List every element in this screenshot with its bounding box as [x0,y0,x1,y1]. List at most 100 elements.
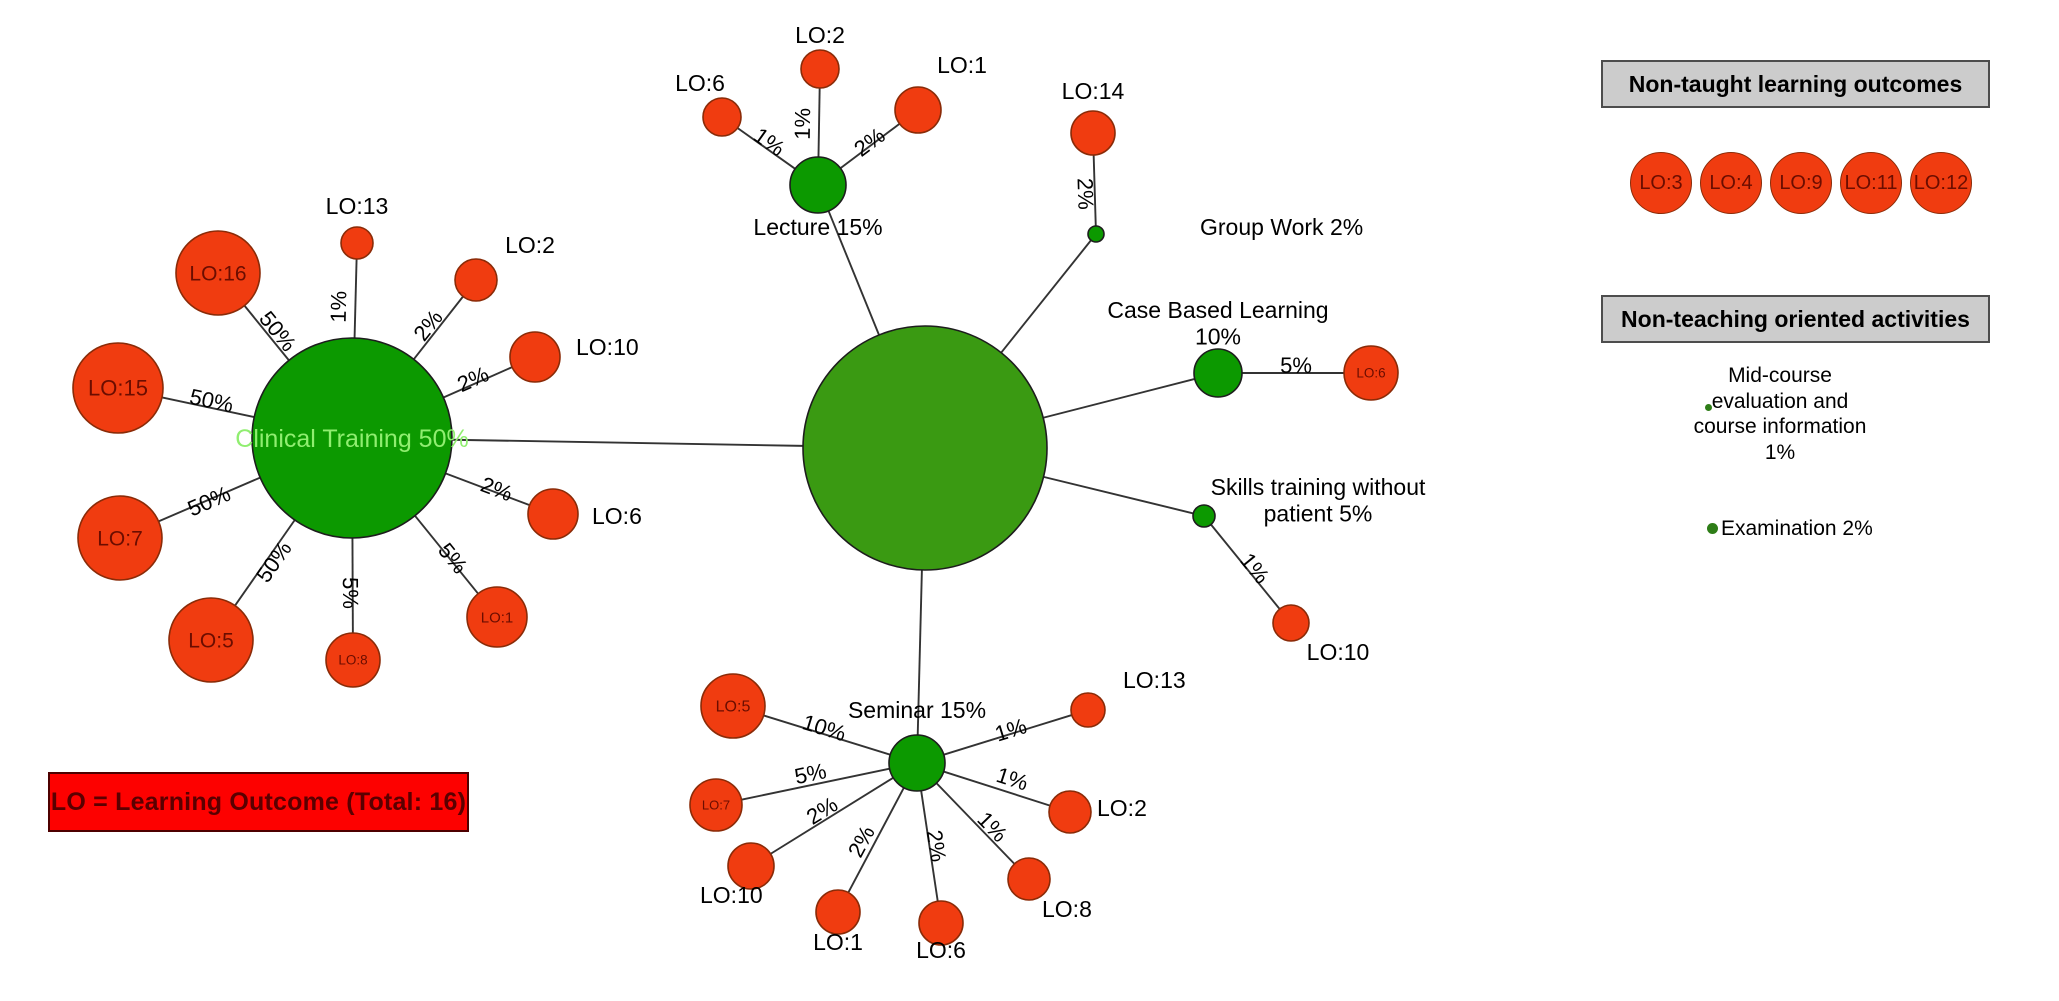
node-seminar[interactable] [888,734,946,792]
node-lec-lo2[interactable] [800,49,840,89]
method-circle-skills-training[interactable] [1192,504,1216,528]
outcome-circle-cbl-lo6[interactable] [1343,345,1399,401]
non-taught-outcome-lo11[interactable]: LO:11 [1840,152,1902,214]
node-label-ct-lo7: LO:7 [97,527,143,550]
node-ct-lo2[interactable] [454,258,498,302]
method-circle-lecture[interactable] [789,156,847,214]
node-clinical-training[interactable] [251,337,453,539]
examination-dot [1707,523,1718,534]
node-skills-training[interactable] [1192,504,1216,528]
edge-root-seminar [916,569,923,736]
method-circle-clinical-training[interactable] [251,337,453,539]
node-ct-lo7[interactable] [77,495,163,581]
edge-root-clinical-training [451,438,804,447]
node-ct-lo13[interactable] [340,226,374,260]
outcome-circle-sem-lo10[interactable] [727,842,775,890]
edge-root-group-work [1000,239,1092,354]
outcome-circle-ct-lo8[interactable] [325,632,381,688]
edge-clinical-training-ct-lo13 [353,258,358,339]
node-label-seminar: Seminar 15% [848,697,986,723]
node-sem-lo10[interactable] [727,842,775,890]
node-group-work[interactable] [1087,225,1105,243]
node-sem-lo6[interactable] [918,900,964,946]
outcome-circle-gw-lo14[interactable] [1070,110,1116,156]
edge-root-lecture [827,210,880,336]
outcome-circle-ct-lo5[interactable] [168,597,254,683]
edge-lecture-lec-lo1 [839,123,901,169]
outcome-circle-sem-lo13[interactable] [1070,692,1106,728]
edge-seminar-sem-lo1 [847,787,905,894]
method-circle-seminar[interactable] [888,734,946,792]
outcome-circle-lec-lo1[interactable] [894,86,942,134]
edge-seminar-sem-lo8 [935,782,1016,865]
node-ct-lo1[interactable] [466,586,528,648]
node-sem-lo13[interactable] [1070,692,1106,728]
node-label-sem-lo2: LO:2 [1097,795,1147,821]
outcome-circle-ct-lo2[interactable] [454,258,498,302]
outcome-circle-sem-lo7[interactable] [689,778,743,832]
outcome-circle-ct-lo7[interactable] [77,495,163,581]
method-circle-teaching-methods[interactable] [802,325,1048,571]
outcome-circle-sem-lo6[interactable] [918,900,964,946]
non-taught-outcome-lo3[interactable]: LO:3 [1630,152,1692,214]
node-sem-lo8[interactable] [1007,857,1051,901]
outcome-circle-ct-lo6[interactable] [527,488,579,540]
outcome-circle-ct-lo10[interactable] [509,331,561,383]
node-label-st-lo10: LO:10 [1307,639,1370,665]
node-gw-lo14[interactable] [1070,110,1116,156]
node-ct-lo16[interactable] [175,230,261,316]
sem-lo8-percent-label: 1% [972,807,1012,847]
node-label-ct-lo6: LO:6 [592,503,642,529]
edge-clinical-training-ct-lo10 [443,366,513,399]
node-label-cbl-lo6: LO:6 [1356,366,1385,381]
node-label-ct-lo10: LO:10 [576,334,639,360]
outcome-circle-ct-lo13[interactable] [340,226,374,260]
node-ct-lo8[interactable] [325,632,381,688]
edge-clinical-training-ct-lo5 [234,519,296,607]
non-taught-outcome-lo9[interactable]: LO:9 [1770,152,1832,214]
outcome-circle-sem-lo8[interactable] [1007,857,1051,901]
node-label-sem-lo5: LO:5 [716,699,751,716]
node-cbl-lo6[interactable] [1343,345,1399,401]
outcome-circle-ct-lo16[interactable] [175,230,261,316]
graph-edges [158,87,1344,902]
edge-lecture-lec-lo2 [817,87,821,158]
edge-clinical-training-ct-lo1 [414,515,479,595]
node-ct-lo10[interactable] [509,331,561,383]
non-taught-outcome-lo4[interactable]: LO:4 [1700,152,1762,214]
outcome-circle-lec-lo6[interactable] [702,97,742,137]
node-sem-lo2[interactable] [1048,790,1092,834]
outcome-circle-sem-lo2[interactable] [1048,790,1092,834]
non-taught-outcome-lo12[interactable]: LO:12 [1910,152,1972,214]
ct-lo16-percent-label: 50% [254,306,301,356]
node-teaching-methods[interactable] [802,325,1048,571]
method-circle-group-work[interactable] [1087,225,1105,243]
edge-clinical-training-ct-lo15 [161,396,255,419]
node-lec-lo1[interactable] [894,86,942,134]
method-circle-case-based-learning[interactable] [1193,348,1243,398]
mid-course-evaluation-dot [1705,404,1712,411]
node-label-lec-lo6: LO:6 [675,70,725,96]
node-ct-lo5[interactable] [168,597,254,683]
node-ct-lo6[interactable] [527,488,579,540]
node-label-clinical-training: Clinical Training 50% [235,425,468,453]
node-sem-lo1[interactable] [815,889,861,935]
node-case-based-learning[interactable] [1193,348,1243,398]
node-lec-lo6[interactable] [702,97,742,137]
outcome-circle-ct-lo15[interactable] [72,342,164,434]
outcome-circle-sem-lo1[interactable] [815,889,861,935]
node-sem-lo5[interactable] [700,673,766,739]
outcome-circle-lec-lo2[interactable] [800,49,840,89]
edge-seminar-sem-lo5 [763,714,891,756]
outcome-circle-sem-lo5[interactable] [700,673,766,739]
outcome-circle-ct-lo1[interactable] [466,586,528,648]
node-sem-lo7[interactable] [689,778,743,832]
outcome-circle-st-lo10[interactable] [1272,604,1310,642]
node-ct-lo15[interactable] [72,342,164,434]
node-st-lo10[interactable] [1272,604,1310,642]
node-label-lecture: Lecture 15% [753,214,882,240]
lec-lo2-percent-label: 1% [790,108,816,140]
node-lecture[interactable] [789,156,847,214]
edge-seminar-sem-lo2 [943,770,1051,807]
